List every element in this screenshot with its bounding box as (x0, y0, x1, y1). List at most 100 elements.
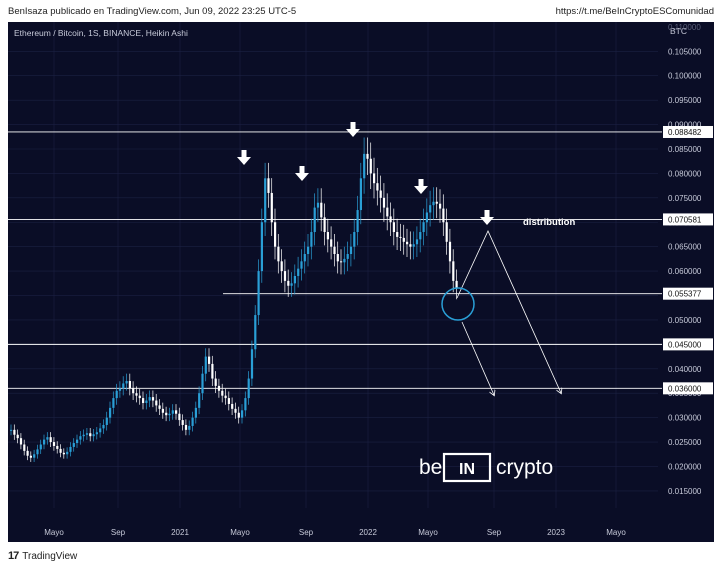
candle-body (56, 445, 59, 449)
candle-body (402, 237, 405, 242)
candle-body (69, 446, 72, 452)
candle-body (264, 178, 267, 223)
candle-body (366, 153, 369, 159)
candle-body (231, 403, 234, 409)
level-price-badge (663, 125, 713, 138)
y-tick-label: 0.095000 (668, 96, 702, 105)
y-tick-label: 0.075000 (668, 194, 702, 203)
candle-body (442, 208, 445, 223)
tradingview-logo-text: TradingView (22, 550, 78, 562)
candle-body (201, 373, 204, 394)
tradingview-logo[interactable]: 17 TradingView (8, 550, 77, 562)
candle-body (274, 222, 277, 247)
candle-body (432, 201, 435, 206)
candle-body (198, 393, 201, 408)
candle-body (283, 271, 287, 281)
y-tick-label-partial: 0.110000 (668, 23, 701, 32)
projection-zigzag (456, 230, 561, 393)
candle-body (204, 356, 207, 374)
y-tick-label: 0.025000 (668, 438, 702, 447)
candle-body (326, 232, 329, 240)
distribution-label: distribution (523, 217, 575, 228)
candle-body (382, 197, 386, 208)
candle-body (260, 222, 263, 272)
candle-body (250, 349, 254, 379)
x-tick-label: Mayo (418, 528, 438, 537)
candle-body (227, 398, 230, 404)
candle-body (191, 417, 194, 426)
candle-body (412, 244, 415, 247)
candle-body (36, 449, 39, 455)
candle-body (178, 413, 181, 421)
community-link[interactable]: https://t.me/BeInCryptoESComunidad (555, 6, 714, 17)
y-tick-label: 0.030000 (668, 414, 702, 423)
candle-body (270, 192, 273, 223)
candle-body (307, 246, 310, 255)
candle-body (208, 356, 211, 364)
y-tick-label: 0.050000 (668, 316, 702, 325)
candle-body (62, 452, 65, 455)
x-tick-label: Mayo (230, 528, 250, 537)
candle-body (419, 232, 422, 240)
candle-body (340, 261, 343, 263)
candle-body (452, 261, 455, 281)
candle-body (168, 413, 171, 416)
candle-body (386, 207, 389, 217)
x-axis: Mayo Sep 2021 Mayo Sep 2022 Mayo Sep 2023 Mayo (44, 528, 626, 537)
x-tick-label: Sep (111, 528, 126, 537)
candle-body (128, 381, 131, 389)
candle-body (445, 222, 448, 242)
candle-body (435, 201, 438, 204)
candle-body (303, 254, 306, 262)
candle-body (373, 173, 376, 184)
chart-frame[interactable]: Ethereum / Bitcoin, 1S, BINANCE, Heikin … (8, 22, 714, 542)
header-bar: BenIsaza publicado en TradingView.com, J… (0, 0, 722, 22)
level-price-label: 0.088482 (668, 128, 702, 137)
chart-svg[interactable]: Ethereum / Bitcoin, 1S, BINANCE, Heikin … (8, 22, 714, 542)
candle-body (297, 268, 300, 276)
candle-body (26, 450, 29, 456)
down-arrow-icon (295, 166, 309, 181)
y-tick-label: 0.015000 (668, 487, 702, 496)
candle-body (379, 190, 382, 198)
y-axis: BTC 0.1050000.1000000.0950000.0900000.08… (663, 23, 713, 496)
candle-body (267, 178, 270, 193)
candle-body (422, 222, 425, 233)
candle-body (455, 280, 458, 289)
y-tick-label: 0.080000 (668, 169, 702, 178)
candle-body (224, 395, 227, 399)
down-arrow-icon (237, 150, 251, 165)
candle-body (363, 153, 366, 179)
candle-body (214, 378, 217, 386)
watermark-in: IN (459, 461, 475, 478)
candle-body (46, 437, 49, 440)
x-tick-label: Sep (299, 528, 314, 537)
candle-body (89, 433, 92, 437)
candle-body (105, 417, 108, 425)
candle-body (52, 442, 56, 446)
x-tick-label: Mayo (606, 528, 626, 537)
candle-body (112, 398, 115, 408)
candle-body (277, 246, 280, 262)
candle-body (79, 436, 82, 440)
candle-body (396, 232, 399, 237)
candle-body (280, 261, 283, 272)
candle-body (290, 283, 293, 286)
candle-body (76, 439, 79, 444)
candle-body (194, 407, 197, 418)
y-tick-label: 0.040000 (668, 365, 702, 374)
level-price-badge (663, 338, 713, 351)
level-price-label: 0.070581 (668, 215, 702, 224)
grid-lines (8, 22, 658, 508)
horizontal-levels (8, 131, 662, 389)
candle-body (118, 388, 122, 391)
candle-body (415, 239, 419, 245)
candle-body (425, 212, 428, 223)
candle-body (234, 408, 237, 413)
candle-body (313, 207, 316, 233)
projection-arrow-lower (461, 321, 494, 395)
candle-body (254, 315, 257, 350)
x-tick-label: 2021 (171, 528, 189, 537)
candle-body (409, 244, 412, 247)
candle-body (399, 236, 402, 238)
